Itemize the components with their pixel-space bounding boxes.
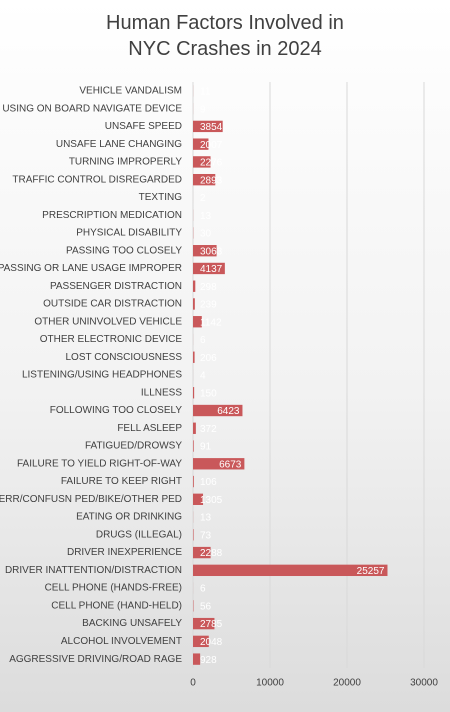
y-tick-label: FATIGUED/DROWSY (85, 441, 182, 452)
data-label: 239 (200, 300, 217, 311)
y-tick-label: FELL ASLEEP (117, 423, 182, 434)
bar (193, 458, 245, 470)
data-label: 2007 (200, 140, 223, 151)
y-tick-label: USING ON BOARD NAVIGATE DEVICE (2, 103, 182, 114)
data-label: 106 (200, 477, 217, 488)
bar (193, 493, 204, 505)
data-label: 13 (200, 513, 212, 524)
y-tick-label: TEXTING (139, 192, 183, 203)
y-tick-label: TURNING IMPROPERLY (69, 157, 182, 168)
data-label: 56 (200, 601, 212, 612)
bar (193, 262, 225, 275)
y-tick-label: DRUGS (ILLEGAL) (96, 529, 182, 540)
bar (193, 245, 217, 257)
data-label: 2048 (200, 637, 223, 648)
data-label: 4 (200, 371, 206, 382)
y-tick-label: ILLNESS (141, 387, 182, 398)
data-label: 3063 (200, 246, 223, 257)
y-tick-label: LISTENING/USING HEADPHONES (22, 370, 182, 381)
y-tick-label: TRAFFIC CONTROL DISREGARDED (12, 174, 182, 185)
y-tick-label: PASSENGER DISTRACTION (50, 281, 182, 292)
data-label: 3854 (200, 122, 223, 133)
bar (193, 529, 194, 541)
data-label: 6673 (219, 459, 242, 470)
x-tick-label: 0 (190, 678, 196, 689)
y-tick-label: PRESCRIPTION MEDICATION (42, 210, 182, 221)
data-label: 4137 (200, 264, 223, 275)
y-tick-label: EATING OR DRINKING (76, 512, 182, 523)
data-label: 928 (200, 655, 217, 666)
data-label: 13 (200, 211, 212, 222)
bar (193, 138, 209, 150)
bar (193, 156, 211, 168)
bar (193, 316, 202, 328)
y-tick-label: FOLLOWING TOO CLOSELY (50, 405, 183, 416)
data-label: 1305 (200, 495, 223, 506)
data-label: 6 (200, 335, 206, 346)
bar (193, 653, 201, 665)
data-label: 1142 (200, 317, 222, 328)
bar (193, 564, 388, 577)
data-label: 372 (200, 424, 217, 435)
y-tick-label: PASSING OR LANE USAGE IMPROPER (0, 263, 182, 274)
data-label: 2785 (200, 619, 223, 630)
y-tick-label: LOST CONSCIOUSNESS (65, 352, 182, 363)
y-tick-label: BACKING UNSAFELY (82, 618, 182, 629)
bar (193, 422, 196, 434)
y-tick-label: CELL PHONE (HAND-HELD) (51, 600, 182, 611)
data-label: 91 (200, 442, 212, 453)
data-label: 25257 (357, 566, 385, 577)
data-label: 11 (200, 87, 211, 98)
data-label: 30 (200, 229, 212, 240)
bar (193, 280, 196, 292)
bar (193, 546, 211, 559)
x-tick-label: 30000 (410, 678, 438, 689)
data-label: 206 (200, 353, 217, 364)
bar (193, 173, 216, 186)
bar (193, 404, 243, 417)
y-tick-label: UNSAFE SPEED (105, 121, 182, 132)
data-label: 2276 (200, 158, 223, 169)
bar (193, 635, 209, 648)
bar (193, 120, 223, 133)
y-tick-label: PHYSICAL DISABILITY (76, 228, 182, 239)
y-tick-label: OTHER ELECTRONIC DEVICE (40, 334, 183, 345)
bar (193, 475, 194, 488)
data-label: 2893 (200, 175, 223, 186)
data-label: 2288 (200, 548, 223, 559)
y-tick-label: DRIVER INATTENTION/DISTRACTION (5, 565, 182, 576)
y-tick-label: ERR/CONFUSN PED/BIKE/OTHER PED (0, 494, 182, 505)
chart-title: Human Factors Involved in NYC Crashes in… (106, 12, 344, 60)
bar (193, 617, 215, 630)
x-tick-label: 20000 (333, 678, 361, 689)
y-tick-label: AGGRESSIVE DRIVING/ROAD RAGE (9, 654, 182, 665)
data-label: 6 (200, 584, 206, 595)
bar (193, 387, 195, 399)
y-tick-label: CELL PHONE (HANDS-FREE) (45, 583, 182, 594)
data-label: 298 (200, 282, 217, 293)
y-tick-label: OUTSIDE CAR DISTRACTION (43, 299, 182, 310)
bar (193, 298, 195, 310)
bar (193, 351, 195, 363)
y-tick-label: UNSAFE LANE CHANGING (56, 139, 182, 150)
data-label: 2 (200, 193, 206, 204)
data-label: 150 (200, 388, 217, 399)
data-label: 9 (200, 104, 206, 115)
data-label: 73 (200, 530, 212, 541)
bar (193, 440, 194, 452)
y-tick-label: PASSING TOO CLOSELY (66, 245, 182, 256)
x-tick-label: 10000 (256, 678, 284, 689)
y-tick-label: FAILURE TO KEEP RIGHT (61, 476, 182, 487)
y-tick-label: DRIVER INEXPERIENCE (67, 547, 182, 558)
y-tick-label: ALCOHOL INVOLVEMENT (61, 636, 182, 647)
title-box: Human Factors Involved in NYC Crashes in… (0, 10, 450, 62)
y-tick-label: OTHER UNINVOLVED VEHICLE (34, 316, 182, 327)
y-tick-label: FAILURE TO YIELD RIGHT-OF-WAY (17, 458, 182, 469)
y-tick-label: VEHICLE VANDALISM (79, 86, 182, 97)
data-label: 6423 (217, 406, 240, 417)
